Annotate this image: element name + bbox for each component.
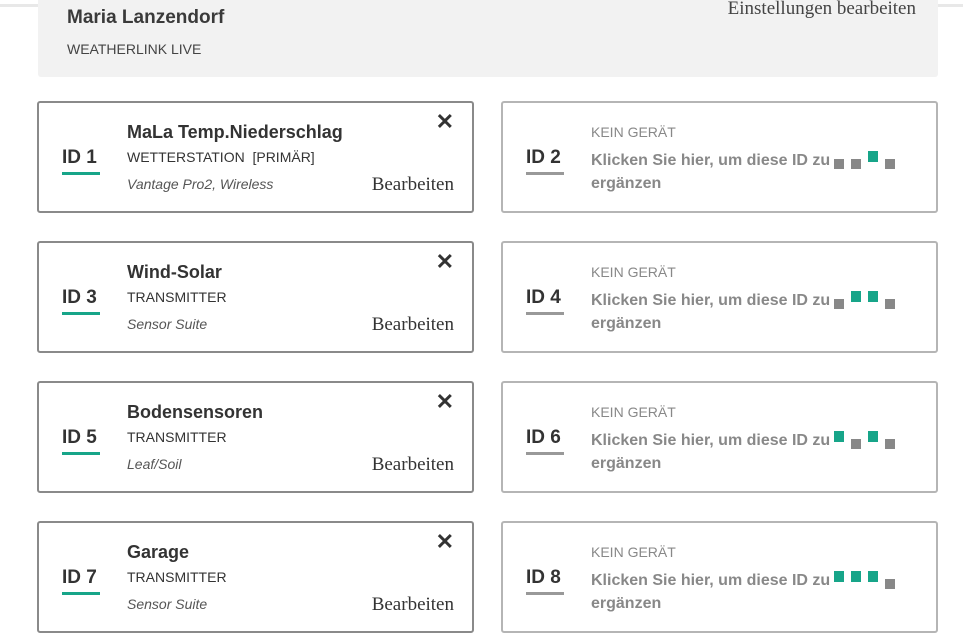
device-card: ID 7 Garage TRANSMITTER Sensor Suite Bea…	[37, 521, 474, 633]
device-type-label: WETTERSTATION [PRIMÄR]	[127, 149, 315, 165]
dip-switch-on-icon	[851, 571, 862, 582]
dip-switch-icon	[834, 149, 896, 171]
slot-id: ID 6	[526, 427, 564, 455]
dip-switch-off-icon	[885, 299, 896, 309]
device-card: ID 5 Bodensensoren TRANSMITTER Leaf/Soil…	[37, 381, 474, 493]
empty-slot-card[interactable]: ID 2 KEIN GERÄT Klicken Sie hier, um die…	[501, 101, 938, 213]
add-device-text: Klicken Sie hier, um diese ID zu	[591, 292, 831, 309]
id-underline	[526, 172, 564, 175]
empty-slot-card[interactable]: ID 8 KEIN GERÄT Klicken Sie hier, um die…	[501, 521, 938, 633]
device-model: Vantage Pro2, Wireless	[127, 176, 274, 192]
slot-id: ID 3	[62, 287, 100, 315]
dip-switch-off-icon	[834, 159, 845, 169]
device-model: Leaf/Soil	[127, 456, 182, 472]
dip-switch-on-icon	[834, 431, 845, 442]
add-device-link[interactable]: Klicken Sie hier, um diese ID zu ergänzen	[591, 429, 921, 475]
empty-slot-card[interactable]: ID 6 KEIN GERÄT Klicken Sie hier, um die…	[501, 381, 938, 493]
slot-id-label: ID 1	[62, 147, 97, 168]
device-model: Sensor Suite	[127, 316, 208, 332]
id-underline	[62, 592, 100, 595]
station-header: Maria Lanzendorf WEATHERLINK LIVE Einste…	[38, 0, 938, 77]
device-type: WEATHERLINK LIVE	[67, 41, 202, 57]
close-icon[interactable]: ✕	[435, 109, 454, 134]
dip-switch-icon	[834, 429, 896, 451]
slot-id-label: ID 5	[62, 427, 97, 448]
slot-id: ID 4	[526, 287, 564, 315]
edit-settings-link[interactable]: Einstellungen bearbeiten	[728, 0, 916, 20]
no-device-label: KEIN GERÄT	[591, 264, 676, 280]
dip-switch-on-icon	[868, 291, 879, 302]
dip-switch-on-icon	[868, 431, 879, 442]
edit-button[interactable]: Bearbeiten	[371, 314, 454, 335]
device-title: MaLa Temp.Niederschlag	[127, 122, 343, 142]
edit-button[interactable]: Bearbeiten	[371, 594, 454, 615]
slot-id-label: ID 3	[62, 287, 97, 308]
slot-id-label: ID 7	[62, 567, 97, 588]
device-card: ID 3 Wind-Solar TRANSMITTER Sensor Suite…	[37, 241, 474, 353]
dip-switch-icon	[834, 289, 896, 311]
edit-settings-label: Einstellungen bearbeiten	[727, 0, 916, 19]
device-title: Bodensensoren	[127, 402, 264, 422]
dip-switch-on-icon	[851, 291, 862, 302]
slot-id-label: ID 6	[526, 427, 561, 448]
slot-id-label: ID 8	[526, 567, 561, 588]
id-underline	[526, 592, 564, 595]
dip-switch-off-icon	[885, 159, 896, 169]
add-device-link[interactable]: Klicken Sie hier, um diese ID zu ergänzen	[591, 289, 921, 335]
slot-id: ID 2	[526, 147, 564, 175]
dip-switch-off-icon	[885, 579, 896, 589]
close-icon[interactable]: ✕	[435, 529, 454, 554]
close-icon[interactable]: ✕	[435, 249, 454, 274]
device-title: Garage	[127, 542, 190, 562]
slot-id: ID 7	[62, 567, 100, 595]
id-underline	[526, 452, 564, 455]
add-device-text: Klicken Sie hier, um diese ID zu	[591, 432, 831, 449]
dip-switch-off-icon	[851, 159, 862, 169]
dip-switch-on-icon	[834, 571, 845, 582]
add-device-text-2: ergänzen	[591, 315, 662, 332]
empty-slot-card[interactable]: ID 4 KEIN GERÄT Klicken Sie hier, um die…	[501, 241, 938, 353]
no-device-label: KEIN GERÄT	[591, 124, 676, 140]
add-device-text-2: ergänzen	[591, 175, 662, 192]
id-underline	[526, 312, 564, 315]
slot-id-label: ID 2	[526, 147, 561, 168]
station-owner-name: Maria Lanzendorf	[67, 7, 225, 28]
add-device-link[interactable]: Klicken Sie hier, um diese ID zu ergänzen	[591, 569, 921, 615]
no-device-label: KEIN GERÄT	[591, 544, 676, 560]
slot-id-label: ID 4	[526, 287, 561, 308]
add-device-text-2: ergänzen	[591, 595, 662, 612]
slot-id: ID 5	[62, 427, 100, 455]
edit-button[interactable]: Bearbeiten	[371, 174, 454, 195]
add-device-text: Klicken Sie hier, um diese ID zu	[591, 152, 831, 169]
device-card: ID 1 MaLa Temp.Niederschlag WETTERSTATIO…	[37, 101, 474, 213]
dip-switch-off-icon	[851, 439, 862, 449]
slot-id: ID 8	[526, 567, 564, 595]
add-device-text: Klicken Sie hier, um diese ID zu	[591, 572, 831, 589]
edit-button[interactable]: Bearbeiten	[371, 454, 454, 475]
dip-switch-icon	[834, 569, 896, 591]
dip-switch-off-icon	[834, 299, 845, 309]
device-type-label: TRANSMITTER	[127, 289, 227, 305]
id-underline	[62, 452, 100, 455]
id-underline	[62, 312, 100, 315]
device-type-label: TRANSMITTER	[127, 429, 227, 445]
dip-switch-off-icon	[885, 439, 896, 449]
no-device-label: KEIN GERÄT	[591, 404, 676, 420]
device-model: Sensor Suite	[127, 596, 208, 612]
dip-switch-on-icon	[868, 571, 879, 582]
add-device-text-2: ergänzen	[591, 455, 662, 472]
add-device-link[interactable]: Klicken Sie hier, um diese ID zu ergänzen	[591, 149, 921, 195]
device-title: Wind-Solar	[127, 262, 222, 282]
device-type-label: TRANSMITTER	[127, 569, 227, 585]
dip-switch-on-icon	[868, 151, 879, 162]
id-underline	[62, 172, 100, 175]
close-icon[interactable]: ✕	[435, 389, 454, 414]
slot-id: ID 1	[62, 147, 100, 175]
